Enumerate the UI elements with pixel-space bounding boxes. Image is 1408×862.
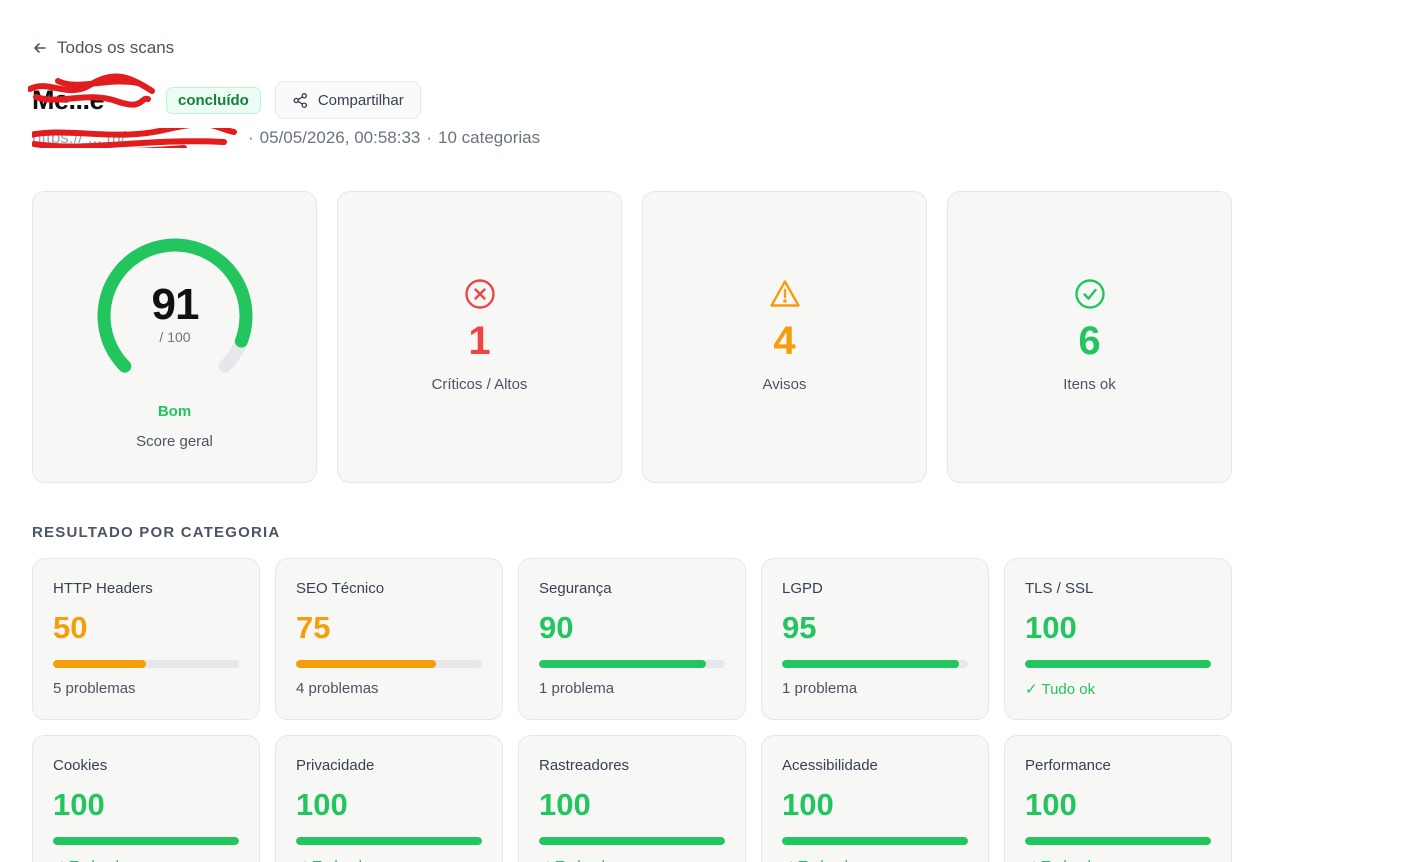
meta-separator: · bbox=[426, 128, 433, 147]
category-progress-fill bbox=[782, 660, 959, 668]
category-name: Cookies bbox=[53, 757, 108, 774]
ok-label: Itens ok bbox=[1063, 376, 1116, 393]
scan-date: 05/05/2026, 00:58:33 bbox=[259, 128, 421, 147]
category-progress-track bbox=[296, 660, 482, 668]
category-score: 100 bbox=[1025, 787, 1077, 822]
gauge-svg bbox=[97, 238, 253, 373]
category-progress-track bbox=[539, 660, 725, 668]
score-max: / 100 bbox=[159, 329, 191, 345]
category-name: LGPD bbox=[782, 580, 823, 597]
category-progress-fill bbox=[1025, 660, 1211, 668]
critical-label: Críticos / Altos bbox=[431, 376, 528, 393]
check-circle-icon bbox=[1075, 279, 1105, 309]
categories-count: 10 categorias bbox=[438, 128, 541, 147]
ok-count: 6 bbox=[1078, 319, 1101, 363]
category-card[interactable]: Performance 100 ✓ Tudo ok bbox=[1004, 735, 1232, 862]
ok-stat-card: 6 Itens ok bbox=[947, 191, 1232, 483]
site-name: Me...e bbox=[28, 72, 162, 116]
category-status: 1 problema bbox=[782, 680, 858, 697]
category-score: 95 bbox=[782, 610, 817, 645]
category-progress-fill bbox=[53, 837, 239, 845]
overall-score-card: 91 / 100 Bom Score geral bbox=[32, 191, 317, 483]
share-icon bbox=[293, 92, 307, 108]
category-score: 100 bbox=[539, 787, 591, 822]
category-name: Privacidade bbox=[296, 757, 375, 774]
meta-separator: · bbox=[248, 128, 254, 147]
share-button-label: Compartilhar bbox=[317, 91, 404, 109]
category-progress-fill bbox=[539, 660, 707, 668]
x-circle-icon bbox=[465, 279, 495, 309]
category-card[interactable]: TLS / SSL 100 ✓ Tudo ok bbox=[1004, 558, 1232, 720]
score-rating: Bom bbox=[157, 403, 192, 420]
category-card[interactable]: Privacidade 100 ✓ Tudo ok bbox=[275, 735, 503, 862]
category-status: ✓ Tudo ok bbox=[1025, 681, 1096, 698]
category-status: ✓ Tudo ok bbox=[1025, 857, 1095, 862]
category-score: 100 bbox=[53, 787, 105, 822]
score-label: Score geral bbox=[136, 433, 213, 450]
category-card[interactable]: LGPD 95 1 problema bbox=[761, 558, 989, 720]
share-button[interactable]: Compartilhar bbox=[274, 81, 421, 119]
category-progress-fill bbox=[296, 837, 482, 845]
category-progress-track bbox=[782, 660, 968, 668]
category-status: ✓ Tudo ok bbox=[53, 857, 123, 862]
category-name: Acessibilidade bbox=[782, 757, 878, 774]
warnings-label: Avisos bbox=[762, 376, 807, 393]
back-to-scans-link[interactable]: Todos os scans bbox=[32, 38, 174, 58]
category-name: Segurança bbox=[539, 580, 612, 597]
category-card[interactable]: Rastreadores 100 ✓ Tudo ok bbox=[518, 735, 746, 862]
category-progress-track bbox=[539, 837, 725, 845]
category-status: 4 problemas bbox=[296, 680, 379, 697]
category-score: 75 bbox=[296, 610, 331, 645]
category-name: TLS / SSL bbox=[1025, 580, 1094, 597]
category-progress-track bbox=[1025, 837, 1211, 845]
status-badge: concluído bbox=[166, 86, 261, 114]
scan-header: Me...e concluído Compartilhar bbox=[28, 72, 421, 119]
category-progress-track bbox=[53, 837, 239, 845]
category-progress-track bbox=[53, 660, 239, 668]
category-card[interactable]: SEO Técnico 75 4 problemas bbox=[275, 558, 503, 720]
category-name: Performance bbox=[1025, 757, 1111, 774]
category-card[interactable]: Segurança 90 1 problema bbox=[518, 558, 746, 720]
category-name: HTTP Headers bbox=[53, 580, 153, 597]
category-progress-track bbox=[1025, 660, 1211, 668]
category-card[interactable]: Acessibilidade 100 ✓ Tudo ok bbox=[761, 735, 989, 862]
category-status: 1 problema bbox=[539, 680, 615, 697]
score-gauge: 91 / 100 bbox=[91, 232, 259, 382]
category-score: 100 bbox=[1025, 610, 1077, 645]
category-card[interactable]: HTTP Headers 50 5 problemas bbox=[32, 558, 260, 720]
back-link-label: Todos os scans bbox=[57, 38, 175, 57]
category-status: ✓ Tudo ok bbox=[539, 857, 609, 862]
category-progress-fill bbox=[539, 837, 725, 845]
category-progress-fill bbox=[53, 660, 146, 668]
score-value: 91 bbox=[151, 280, 200, 329]
critical-stat-card: 1 Críticos / Altos bbox=[337, 191, 622, 483]
arrow-left-icon bbox=[34, 43, 46, 53]
category-score: 100 bbox=[782, 787, 834, 822]
category-card[interactable]: Cookies 100 ✓ Tudo ok bbox=[32, 735, 260, 862]
category-section-title: RESULTADO POR CATEGORIA bbox=[32, 524, 281, 541]
warnings-count: 4 bbox=[773, 319, 796, 363]
warning-triangle-icon bbox=[770, 280, 800, 307]
category-name: SEO Técnico bbox=[296, 580, 385, 597]
scan-url: https:// ... m/ bbox=[32, 128, 242, 148]
category-name: Rastreadores bbox=[539, 757, 630, 774]
warnings-stat-card: 4 Avisos bbox=[642, 191, 927, 483]
category-status: ✓ Tudo ok bbox=[296, 857, 366, 862]
category-progress-fill bbox=[782, 837, 968, 845]
category-progress-fill bbox=[1025, 837, 1211, 845]
category-progress-fill bbox=[296, 660, 436, 668]
category-progress-track bbox=[296, 837, 482, 845]
gauge-arc bbox=[97, 238, 253, 373]
category-status: 5 problemas bbox=[53, 680, 136, 697]
category-score: 50 bbox=[53, 610, 88, 645]
critical-count: 1 bbox=[468, 319, 491, 363]
category-progress-track bbox=[782, 837, 968, 845]
scan-meta: https:// ... m/ · 05/05/2026, 00:58:33 ·… bbox=[32, 128, 540, 148]
category-status: ✓ Tudo ok bbox=[782, 857, 852, 862]
category-score: 100 bbox=[296, 787, 348, 822]
category-score: 90 bbox=[539, 610, 574, 645]
